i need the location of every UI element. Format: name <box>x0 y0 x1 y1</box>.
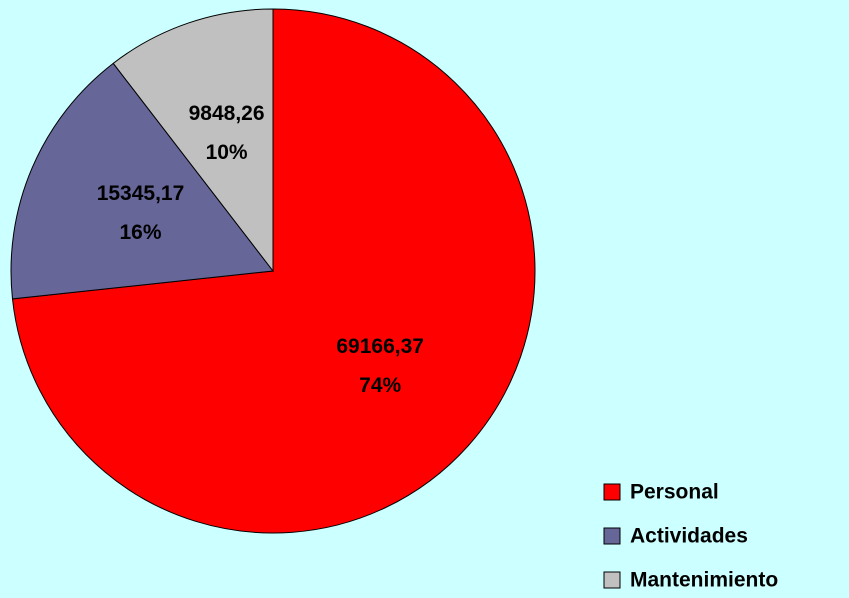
legend-swatch <box>603 571 621 589</box>
pie-slice <box>10 62 274 300</box>
legend-swatch <box>603 483 621 501</box>
legend-label: Actividades <box>630 525 748 548</box>
value-label: 15345,17 <box>97 182 185 205</box>
pie-slice <box>11 8 536 534</box>
percent-label: 74% <box>359 374 401 397</box>
value-label: 9848,26 <box>189 102 265 125</box>
value-label: 69166,37 <box>336 335 424 358</box>
percent-label: 16% <box>119 221 161 244</box>
legend-label: Personal <box>630 481 719 504</box>
legend-label: Mantenimiento <box>630 569 778 592</box>
legend-swatch <box>603 527 621 545</box>
percent-label: 10% <box>206 141 248 164</box>
pie-slice <box>112 8 274 273</box>
